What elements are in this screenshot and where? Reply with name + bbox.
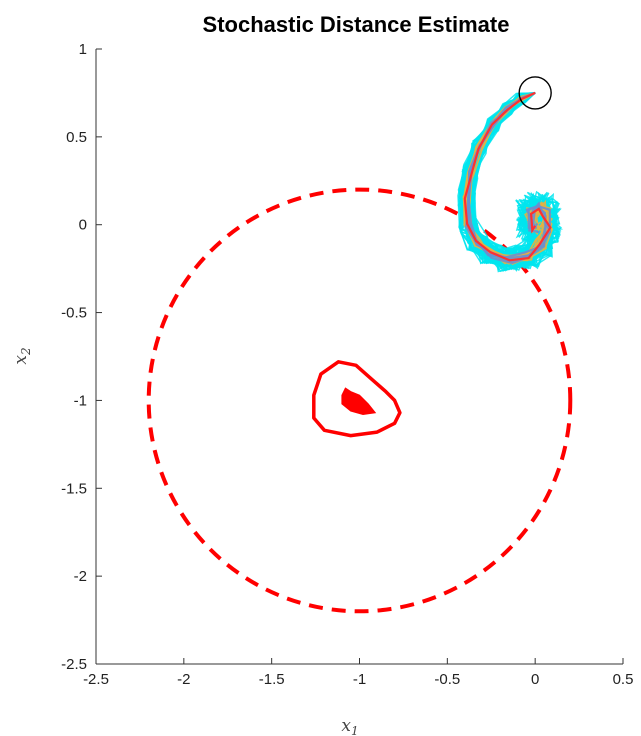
axes: -2.5 -2 -1.5 -1 -0.5 0 0.5 1 0.5 0 -0.5 -1 -1.5 -2 -2.… — [61, 41, 633, 688]
trajectory-sample — [467, 91, 551, 259]
y-tick-label: -1 — [74, 392, 87, 409]
x-tick-label: -1 — [353, 671, 366, 688]
chart-title: Stochastic Distance Estimate — [203, 12, 510, 37]
trajectory-cloud — [457, 91, 564, 273]
safe-set-circle — [146, 187, 573, 614]
x-tick-label: -1.5 — [259, 671, 285, 688]
start-point-marker — [518, 76, 552, 110]
y-axis-label: x2 — [11, 347, 33, 364]
plot-area — [146, 76, 573, 614]
x-axis-label-subscript: 1 — [351, 724, 359, 736]
x-tick-label: -2.5 — [83, 671, 109, 688]
x-tick-label: 0.5 — [613, 671, 634, 688]
y-tick-label: -2 — [74, 568, 87, 585]
target-set-filled — [341, 387, 377, 416]
x-axis-label: x1 — [341, 716, 358, 736]
x-tick-label: -2 — [177, 671, 190, 688]
trajectory-highlight — [463, 91, 552, 262]
y-tick-label: -0.5 — [61, 305, 87, 322]
x-tick-label: 0 — [531, 671, 539, 688]
y-tick-label: 1 — [79, 41, 87, 58]
y-tick-label: -1.5 — [61, 480, 87, 497]
x-tick-label: -0.5 — [434, 671, 460, 688]
y-tick-label: 0.5 — [66, 129, 87, 146]
y-tick-label: -2.5 — [61, 656, 87, 673]
y-tick-label: 0 — [79, 217, 87, 234]
y-axis-label-subscript: 2 — [19, 347, 33, 356]
inner-set-outline — [312, 360, 402, 438]
